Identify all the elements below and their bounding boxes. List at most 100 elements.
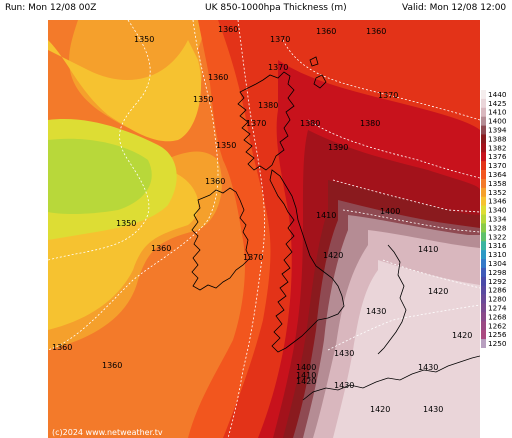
legend-label: 1358 bbox=[488, 179, 507, 188]
legend-label: 1346 bbox=[488, 197, 507, 206]
contour-label: 1360 bbox=[151, 244, 171, 253]
legend-swatch bbox=[481, 143, 486, 153]
thickness-map: 1350 1360 1370 1360 1370 1350 1380 1370 … bbox=[48, 20, 480, 438]
contour-label: 1350 bbox=[216, 141, 236, 150]
legend-label: 1425 bbox=[488, 99, 507, 108]
coastline-lowcountries bbox=[377, 244, 407, 355]
legend-label: 1352 bbox=[488, 188, 507, 197]
contour-label: 1420 bbox=[428, 287, 448, 296]
contour-label: 1370 bbox=[268, 63, 288, 72]
contour-label: 1430 bbox=[418, 363, 438, 372]
contour-label: 1360 bbox=[208, 73, 228, 82]
legend-label: 1256 bbox=[488, 330, 507, 339]
legend-swatch bbox=[481, 330, 486, 340]
legend-swatch bbox=[481, 285, 486, 295]
contour-label: 1350 bbox=[116, 219, 136, 228]
coastline-france bbox=[302, 355, 480, 401]
contour-label: 1410 bbox=[296, 371, 316, 380]
legend-swatch bbox=[481, 259, 486, 269]
legend-swatch bbox=[481, 125, 486, 135]
chart-title: UK 850-1000hpa Thickness (m) bbox=[205, 3, 347, 13]
legend-swatch bbox=[481, 267, 486, 278]
legend-swatch bbox=[481, 134, 486, 144]
contour-label: 1420 bbox=[452, 331, 472, 340]
contour-label: 1420 bbox=[323, 251, 343, 260]
coastline-scotland bbox=[237, 71, 295, 171]
contour-label: 1370 bbox=[243, 253, 263, 262]
legend-label: 1280 bbox=[488, 295, 507, 304]
legend-swatch bbox=[481, 339, 486, 348]
legend-label: 1262 bbox=[488, 321, 507, 330]
legend-swatch bbox=[481, 321, 486, 331]
legend-swatch bbox=[481, 294, 486, 304]
legend-label: 1334 bbox=[488, 215, 507, 224]
legend-label: 1376 bbox=[488, 152, 507, 161]
contour-1370 bbox=[227, 20, 265, 438]
legend-swatch bbox=[481, 276, 486, 287]
legend-label: 1370 bbox=[488, 161, 507, 170]
contour-label: 1420 bbox=[296, 377, 316, 386]
legend-label: 1388 bbox=[488, 134, 507, 143]
contour-label: 1360 bbox=[205, 177, 225, 186]
contour-label: 1350 bbox=[134, 35, 154, 44]
legend-swatch bbox=[481, 90, 486, 100]
contour-label: 1400 bbox=[296, 363, 316, 372]
band-1425 bbox=[333, 260, 480, 438]
legend-swatch bbox=[481, 98, 486, 109]
legend-swatch bbox=[481, 170, 486, 180]
contour-label: 1380 bbox=[360, 119, 380, 128]
legend-label: 1328 bbox=[488, 223, 507, 232]
legend-swatch bbox=[481, 303, 486, 313]
contour-1410 bbox=[342, 209, 480, 233]
color-scale-legend: 1440142514101400139413881382137613701364… bbox=[481, 90, 507, 348]
legend-swatch bbox=[481, 107, 486, 117]
legend-swatch bbox=[481, 152, 486, 162]
contour-label: 1430 bbox=[334, 349, 354, 358]
legend-swatch bbox=[481, 178, 486, 189]
legend-label: 1316 bbox=[488, 241, 507, 250]
contour-1390 bbox=[307, 119, 480, 179]
contour-label: 1370 bbox=[270, 35, 290, 44]
contour-label: 1430 bbox=[334, 381, 354, 390]
contour-label: 1410 bbox=[316, 211, 336, 220]
legend-swatch bbox=[481, 187, 486, 198]
legend-label: 1274 bbox=[488, 303, 507, 312]
contour-1360-west bbox=[48, 20, 219, 351]
contour-label: 1370 bbox=[246, 119, 266, 128]
contour-label: 1420 bbox=[370, 405, 390, 414]
legend-label: 1286 bbox=[488, 286, 507, 295]
contour-label: 1360 bbox=[102, 361, 122, 370]
legend-label: 1340 bbox=[488, 206, 507, 215]
legend-label: 1394 bbox=[488, 126, 507, 135]
contour-label: 1360 bbox=[52, 343, 72, 352]
contour-label: 1370 bbox=[378, 91, 398, 100]
legend-swatch bbox=[481, 205, 486, 215]
contour-label: 1390 bbox=[328, 143, 348, 152]
coastline-great-britain bbox=[269, 169, 345, 353]
contour-label: 1360 bbox=[316, 27, 336, 36]
contour-1420-south bbox=[327, 304, 480, 351]
legend-label: 1268 bbox=[488, 312, 507, 321]
run-time-label: Run: Mon 12/08 00Z bbox=[5, 3, 97, 13]
legend-swatch bbox=[481, 312, 486, 322]
contour-label: 1350 bbox=[193, 95, 213, 104]
legend-label: 1250 bbox=[488, 339, 507, 348]
legend-label: 1310 bbox=[488, 250, 507, 259]
copyright-text: (c)2024 www.netweather.tv bbox=[52, 428, 163, 437]
legend-swatch bbox=[481, 250, 486, 260]
legend-swatch bbox=[481, 232, 486, 242]
band-1334 bbox=[48, 138, 152, 215]
coastline-ireland bbox=[191, 187, 251, 291]
legend-swatch bbox=[481, 196, 486, 206]
coastline-north-islands bbox=[309, 56, 327, 89]
legend-label: 1322 bbox=[488, 232, 507, 241]
contour-label: 1430 bbox=[366, 307, 386, 316]
contour-label: 1360 bbox=[366, 27, 386, 36]
contour-label: 1380 bbox=[300, 119, 320, 128]
legend-swatch bbox=[481, 161, 486, 171]
legend-swatch bbox=[481, 214, 486, 224]
contour-1400 bbox=[332, 179, 480, 213]
contour-label: 1400 bbox=[380, 207, 400, 216]
legend-label: 1400 bbox=[488, 117, 507, 126]
legend-swatch bbox=[481, 223, 486, 233]
